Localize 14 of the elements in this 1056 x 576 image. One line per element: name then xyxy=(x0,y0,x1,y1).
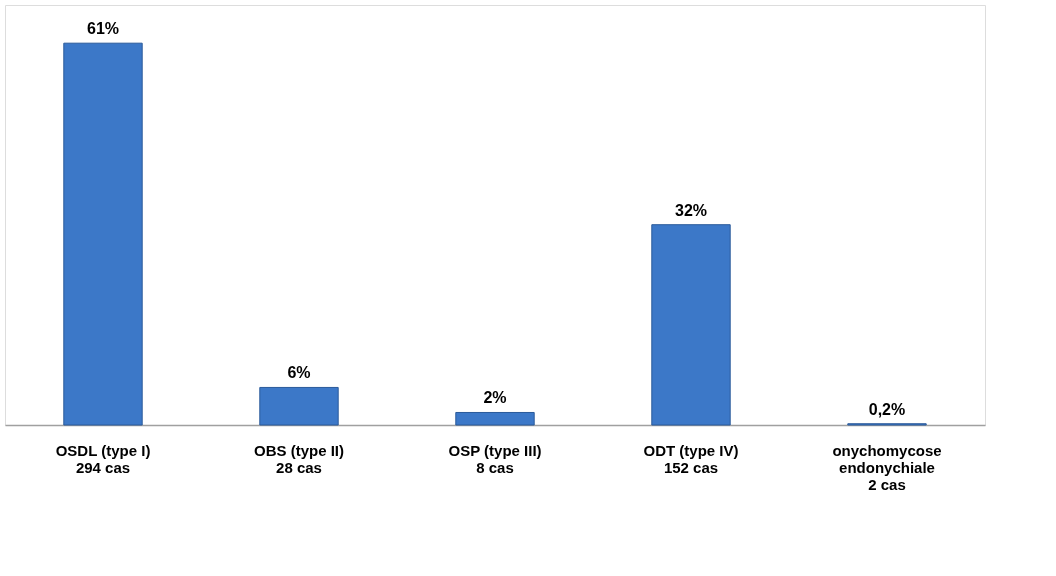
data-label: 32% xyxy=(674,201,708,219)
x-tick-label: OBS (type II) 28 cas xyxy=(253,441,345,476)
bar xyxy=(455,411,535,426)
data-label: 6% xyxy=(287,364,311,382)
x-tick-label: ODT (type IV) 152 cas xyxy=(643,441,739,476)
data-label: 61% xyxy=(86,20,120,38)
x-tick-label: onychomycose endonychiale 2 cas xyxy=(832,441,942,493)
bar xyxy=(63,42,143,426)
bar xyxy=(259,386,339,426)
bar xyxy=(651,224,731,426)
data-label: 0,2% xyxy=(868,400,906,418)
data-label: 2% xyxy=(483,389,507,407)
x-tick-label: OSDL (type I) 294 cas xyxy=(55,441,151,476)
x-tick-label: OSP (type III) 8 cas xyxy=(448,441,542,476)
